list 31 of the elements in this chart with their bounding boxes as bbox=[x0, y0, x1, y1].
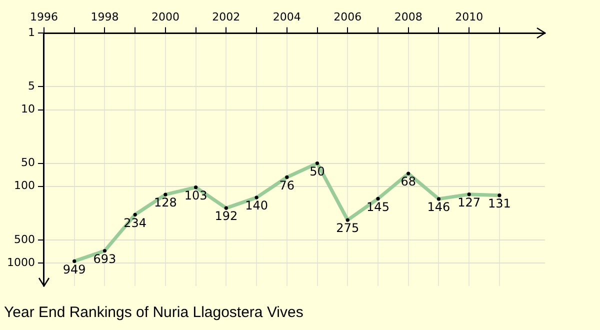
x-tick-label: 2008 bbox=[394, 10, 422, 24]
y-tick-label: 1000 bbox=[6, 256, 35, 269]
y-tick-label: 50 bbox=[20, 156, 35, 170]
y-tick-label: 5 bbox=[28, 80, 35, 93]
x-tick-label: 2004 bbox=[272, 10, 301, 24]
x-tick-label: 1998 bbox=[90, 10, 119, 24]
x-tick-label: 2000 bbox=[151, 10, 180, 24]
data-label: 127 bbox=[458, 195, 481, 210]
data-label: 693 bbox=[93, 252, 116, 266]
data-label: 128 bbox=[154, 196, 177, 210]
data-label: 949 bbox=[62, 262, 86, 276]
y-tick-label: 100 bbox=[14, 179, 35, 192]
x-tick-label: 2010 bbox=[455, 10, 484, 24]
data-label: 68 bbox=[400, 174, 416, 189]
data-label: 146 bbox=[427, 200, 450, 214]
y-tick-label: 10 bbox=[20, 102, 35, 116]
data-label: 76 bbox=[279, 178, 295, 192]
y-tick-label: 1 bbox=[28, 26, 35, 40]
text: Year End Rankings of Nuria Llagostera Vives bbox=[4, 304, 304, 322]
y-tick-label: 500 bbox=[14, 232, 35, 246]
data-label: 50 bbox=[310, 164, 325, 178]
data-label: 145 bbox=[366, 200, 390, 214]
data-label: 131 bbox=[488, 196, 511, 210]
data-label: 103 bbox=[184, 188, 208, 202]
x-tick-label: 2006 bbox=[334, 10, 362, 24]
x-tick-label: 2002 bbox=[212, 10, 240, 24]
data-label: 140 bbox=[245, 198, 268, 213]
data-label: 234 bbox=[124, 216, 147, 230]
data-label: 192 bbox=[214, 209, 238, 224]
x-tick-label: 1996 bbox=[30, 10, 58, 24]
data-label: 275 bbox=[336, 221, 360, 236]
